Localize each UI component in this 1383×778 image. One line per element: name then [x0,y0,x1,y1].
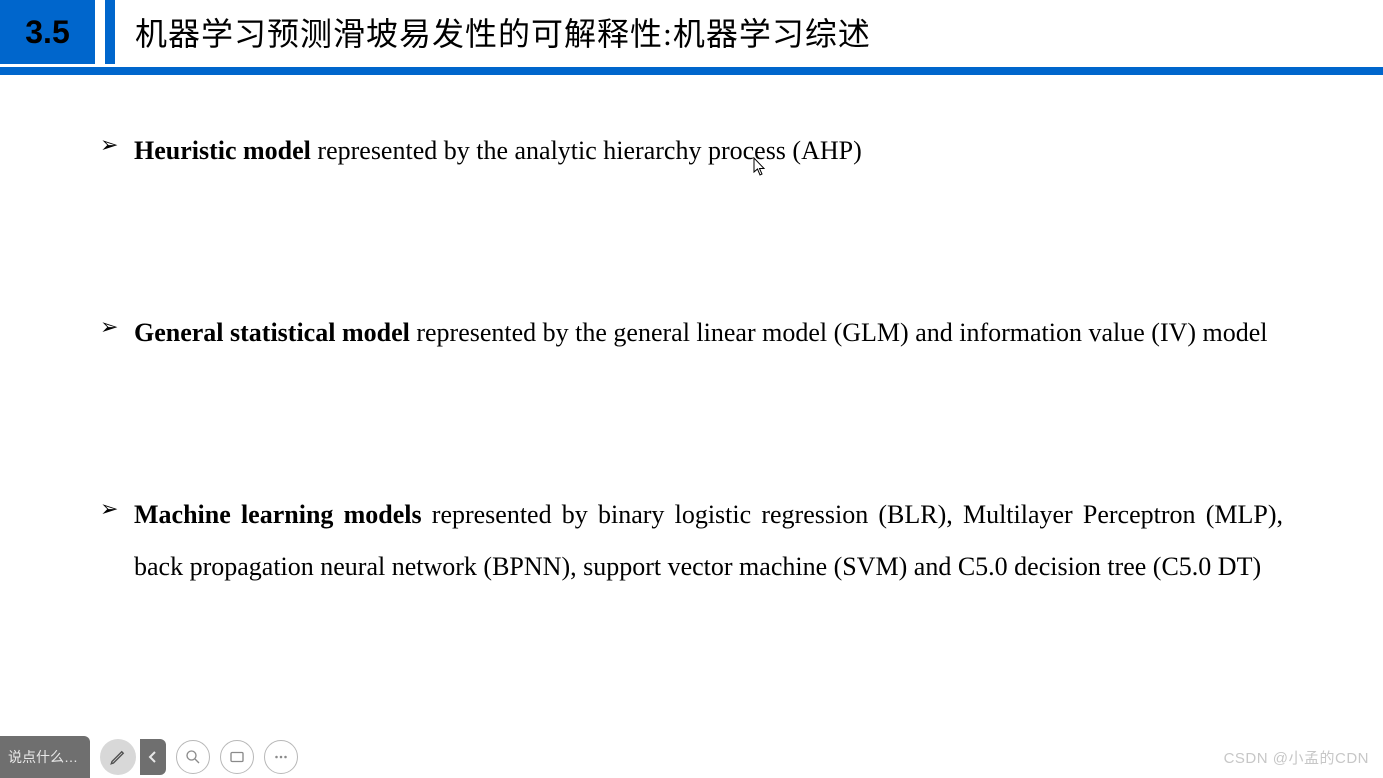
bullet-icon: ➢ [100,489,134,529]
slide-body: ➢ Heuristic model represented by the ana… [100,125,1283,593]
magnifier-icon [184,748,202,766]
header-vertical-bar [105,0,115,64]
header-gap [95,0,105,64]
list-item-bold: Heuristic model [134,136,311,165]
slide-title-text: 机器学习预测滑坡易发性的可解释性:机器学习综述 [135,9,871,55]
section-number-badge: 3.5 [0,0,95,64]
list-item-rest: represented by the general linear model … [410,318,1268,347]
zoom-button[interactable] [176,740,210,774]
collapse-button[interactable] [140,739,166,775]
pen-icon [109,748,127,766]
slide-header: 3.5 机器学习预测滑坡易发性的可解释性:机器学习综述 [0,0,1383,64]
pen-button[interactable] [100,739,136,775]
list-item-text: General statistical model represented by… [134,307,1283,359]
more-icon [272,748,290,766]
bullet-icon: ➢ [100,125,134,165]
watermark-text: CSDN @小孟的CDN [1224,747,1369,768]
slide-title: 机器学习预测滑坡易发性的可解释性:机器学习综述 [115,0,1383,64]
header-horizontal-rule [0,67,1383,75]
list-item-text: Machine learning models represented by b… [134,489,1283,593]
list-item: ➢ General statistical model represented … [100,307,1283,359]
comment-input[interactable]: 说点什么… [0,736,90,778]
fit-screen-button[interactable] [220,740,254,774]
list-item: ➢ Heuristic model represented by the ana… [100,125,1283,177]
list-item-text: Heuristic model represented by the analy… [134,125,1283,177]
fit-screen-icon [228,748,246,766]
list-item-bold: Machine learning models [134,500,422,529]
section-number-text: 3.5 [25,14,69,51]
bullet-icon: ➢ [100,307,134,347]
presentation-toolbar: 说点什么… [0,736,308,778]
list-item-bold: General statistical model [134,318,410,347]
comment-input-placeholder: 说点什么… [8,747,78,767]
chevron-left-icon [147,750,159,764]
list-item-rest: represented by the analytic hierarchy pr… [311,136,862,165]
list-item: ➢ Machine learning models represented by… [100,489,1283,593]
more-button[interactable] [264,740,298,774]
